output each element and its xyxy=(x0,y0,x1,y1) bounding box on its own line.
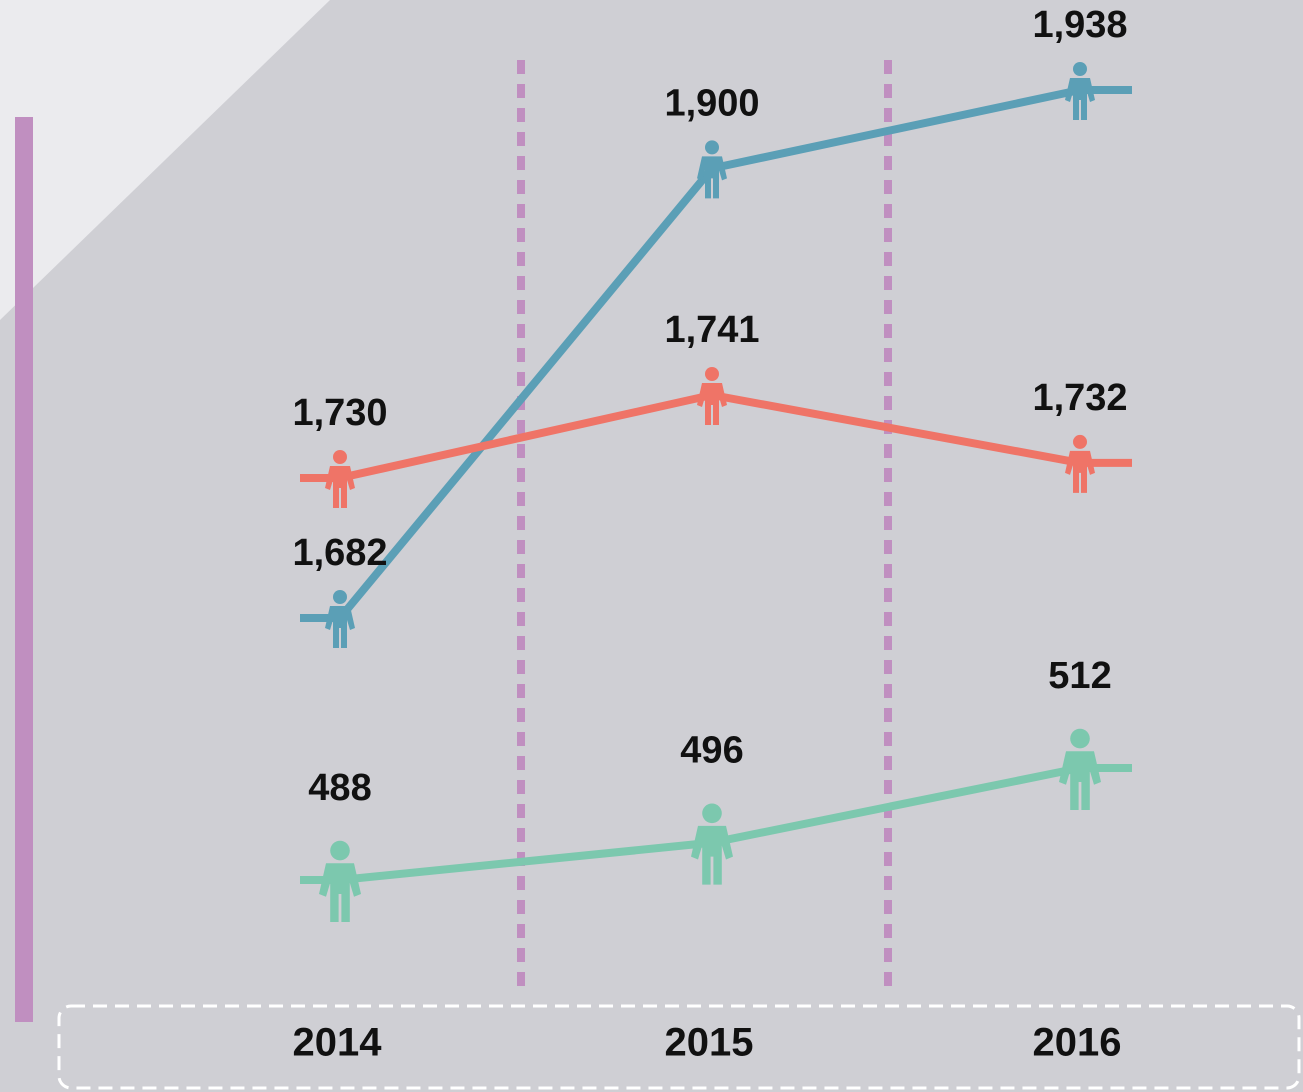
person-body xyxy=(325,606,355,648)
person-marker xyxy=(697,140,727,199)
person-body xyxy=(1065,450,1095,493)
person-body xyxy=(697,156,727,199)
person-marker xyxy=(325,590,355,648)
x-tick-label: 2015 xyxy=(665,1021,754,1065)
person-marker xyxy=(691,803,733,885)
person-head xyxy=(1073,62,1087,76)
person-marker xyxy=(325,450,355,508)
person-body xyxy=(325,466,355,508)
person-head xyxy=(705,140,719,155)
value-label: 512 xyxy=(1048,655,1111,697)
x-tick-label: 2016 xyxy=(1033,1021,1122,1065)
x-tick-label: 2014 xyxy=(293,1021,383,1065)
person-body xyxy=(691,825,733,885)
value-label: 1,938 xyxy=(1032,4,1127,46)
year-box xyxy=(57,1004,1301,1090)
value-label: 1,730 xyxy=(292,392,387,434)
corner-shade xyxy=(0,0,330,320)
person-body xyxy=(319,863,361,922)
person-head xyxy=(1073,434,1087,449)
person-head xyxy=(705,367,719,381)
value-label: 488 xyxy=(308,767,371,809)
person-head xyxy=(333,450,347,464)
value-label: 1,682 xyxy=(292,532,387,574)
value-label: 1,741 xyxy=(664,309,759,351)
person-body xyxy=(1059,751,1101,810)
value-label: 1,900 xyxy=(664,82,759,124)
person-marker xyxy=(1065,62,1095,120)
person-head xyxy=(333,590,347,604)
person-head xyxy=(702,803,722,824)
person-head xyxy=(1070,728,1090,749)
person-marker xyxy=(1059,728,1101,810)
person-marker xyxy=(1065,434,1095,493)
person-marker xyxy=(319,840,361,922)
person-head xyxy=(330,840,350,861)
value-label: 1,732 xyxy=(1032,377,1127,419)
person-body xyxy=(697,383,727,425)
person-marker xyxy=(697,367,727,425)
value-label: 496 xyxy=(680,730,743,772)
person-body xyxy=(1065,78,1095,120)
side-bar xyxy=(15,117,33,1022)
